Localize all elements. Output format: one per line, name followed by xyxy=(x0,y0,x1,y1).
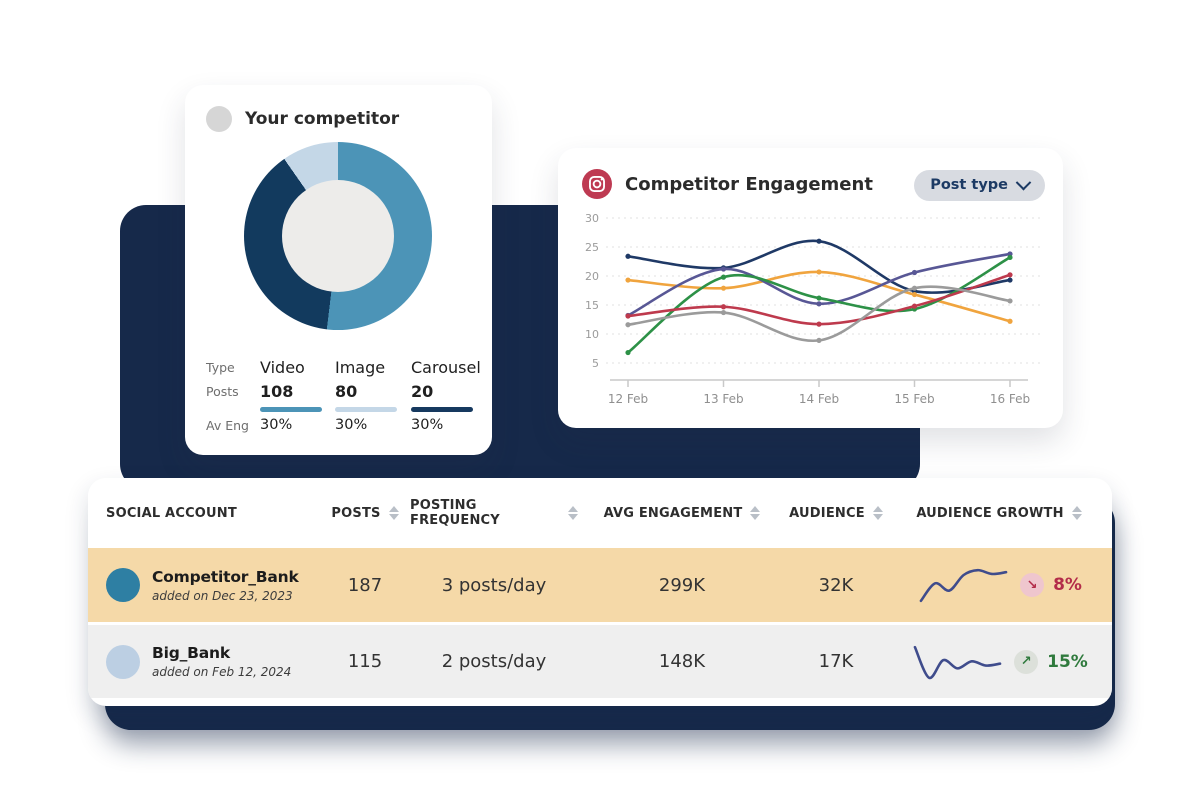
instagram-icon xyxy=(582,169,612,199)
stat-posts-video: 108 xyxy=(260,382,294,401)
donut-hole xyxy=(282,180,394,292)
sort-icon[interactable] xyxy=(1071,506,1082,520)
avg-engagement-value: 148K xyxy=(658,651,706,672)
svg-text:15 Feb: 15 Feb xyxy=(894,392,934,406)
audience-value: 32K xyxy=(818,574,854,596)
column-header-posting-frequency: POSTING FREQUENCY xyxy=(410,498,578,528)
posts-value: 187 xyxy=(347,574,383,596)
competitors-table: SOCIAL ACCOUNT POSTS POSTING FREQUENCY A… xyxy=(88,478,1112,706)
posting-frequency-value: 2 posts/day xyxy=(441,651,547,672)
svg-text:20: 20 xyxy=(585,270,599,283)
sort-icon[interactable] xyxy=(388,506,399,520)
engagement-card: Competitor Engagement Post type 30 25 20 15… xyxy=(558,148,1063,428)
carousel-color-bar xyxy=(411,406,473,412)
svg-text:12 Feb: 12 Feb xyxy=(608,392,648,406)
sort-icon[interactable] xyxy=(568,506,578,520)
engagement-line-chart: 30 25 20 15 10 5 12 Feb 13 Feb 14 Feb 15 Feb 16 Fe… xyxy=(585,212,1040,406)
engagement-card-header: Competitor Engagement xyxy=(558,148,1063,199)
svg-text:5: 5 xyxy=(592,357,599,370)
stat-type-carousel: Carousel xyxy=(411,358,481,377)
account-avatar xyxy=(106,568,140,602)
growth-percent: 8% xyxy=(1053,575,1082,595)
column-header-posts: POSTS xyxy=(320,506,410,521)
posts-value: 115 xyxy=(347,651,383,672)
svg-text:14 Feb: 14 Feb xyxy=(799,392,839,406)
arrow-down-right-icon: ↘ xyxy=(1026,577,1038,593)
account-name: Competitor_Bank xyxy=(152,567,299,586)
stat-type-image: Image xyxy=(335,358,386,377)
stat-eng-carousel: 30% xyxy=(411,417,444,433)
competitor-avatar xyxy=(206,106,232,132)
account-name: Big_Bank xyxy=(152,644,230,662)
table-header-row: SOCIAL ACCOUNT POSTS POSTING FREQUENCY A… xyxy=(88,478,1112,548)
video-color-bar xyxy=(260,406,322,412)
stat-row-label-type: Type xyxy=(206,360,235,375)
account-avatar xyxy=(106,644,140,679)
audience-value: 17K xyxy=(818,651,854,672)
stat-eng-image: 30% xyxy=(335,417,368,433)
account-added-date: added on Feb 12, 2024 xyxy=(152,665,292,679)
engagement-card-title: Competitor Engagement xyxy=(625,173,873,195)
column-header-avg-engagement: AVG ENGAGEMENT xyxy=(578,506,786,521)
post-type-dropdown-label: Post type xyxy=(930,177,1008,193)
competitor-card: Your competitor Type Video Image Carouse… xyxy=(185,85,492,455)
chevron-down-icon xyxy=(1015,174,1032,190)
arrow-up-right-icon: ↗ xyxy=(1020,654,1032,669)
column-header-social-account: SOCIAL ACCOUNT xyxy=(106,505,237,521)
table-row-big-bank[interactable]: Big_Bank added on Feb 12, 2024 115 2 pos… xyxy=(88,625,1112,698)
sort-icon[interactable] xyxy=(872,506,883,520)
column-header-audience: AUDIENCE xyxy=(786,506,886,521)
table-row-competitor-bank[interactable]: Competitor_Bank added on Dec 23, 2023 18… xyxy=(88,548,1112,622)
stat-type-video: Video xyxy=(260,358,305,377)
audience-growth-sparkline xyxy=(919,568,1008,603)
post-type-donut-chart-wrap xyxy=(244,142,432,330)
svg-text:30: 30 xyxy=(585,212,599,225)
column-header-audience-growth: AUDIENCE GROWTH xyxy=(886,506,1112,521)
stat-posts-carousel: 20 xyxy=(411,382,434,401)
growth-percent: 15% xyxy=(1047,651,1088,672)
posting-frequency-value: 3 posts/day xyxy=(441,574,547,596)
svg-text:25: 25 xyxy=(585,241,599,254)
stat-row-label-aveng: Av Eng xyxy=(206,418,249,433)
sort-icon[interactable] xyxy=(750,506,761,520)
stat-eng-video: 30% xyxy=(260,417,293,433)
svg-text:16 Feb: 16 Feb xyxy=(990,392,1030,406)
competitor-card-header: Your competitor xyxy=(185,85,492,132)
stat-posts-image: 80 xyxy=(335,382,358,401)
audience-growth-sparkline xyxy=(913,645,1002,679)
competitor-card-title: Your competitor xyxy=(245,109,400,129)
avg-engagement-value: 299K xyxy=(658,574,706,596)
stat-row-label-posts: Posts xyxy=(206,384,239,399)
post-type-stats: Type Video Image Carousel Posts 108 80 2… xyxy=(206,356,481,438)
svg-text:15: 15 xyxy=(585,299,599,312)
account-added-date: added on Dec 23, 2023 xyxy=(152,588,293,603)
post-type-dropdown[interactable]: Post type xyxy=(914,170,1045,201)
svg-text:10: 10 xyxy=(585,328,599,341)
growth-arrow-badge: ↗ xyxy=(1014,649,1039,674)
image-color-bar xyxy=(335,406,397,412)
growth-arrow-badge: ↘ xyxy=(1020,573,1045,597)
svg-text:13 Feb: 13 Feb xyxy=(703,392,743,406)
